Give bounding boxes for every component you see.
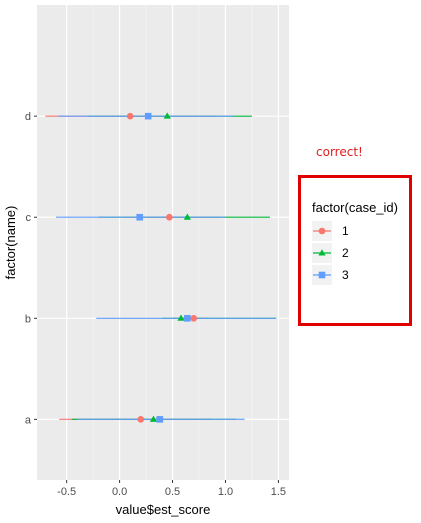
point-circle (190, 314, 198, 322)
x-tick-label: 1.5 (271, 486, 286, 498)
legend-box: factor(case_id) 1 2 3 (298, 175, 412, 326)
y-axis-label: factor(name) (3, 206, 18, 280)
legend-label: 1 (342, 224, 349, 238)
point-square (318, 271, 326, 279)
legend-title: factor(case_id) (312, 200, 398, 215)
point-triangle (163, 112, 171, 119)
point-triangle (318, 249, 326, 256)
point-square (184, 314, 191, 322)
x-tick-label: 0.0 (112, 486, 127, 498)
point-circle (318, 227, 326, 235)
y-axis: a b c d (25, 111, 37, 426)
point-circle (126, 112, 134, 120)
x-axis-label: value$est_score (116, 502, 211, 517)
y-tick-label: d (25, 111, 31, 123)
legend: factor(case_id) 1 2 3 (312, 200, 398, 285)
y-tick-label: a (25, 414, 32, 426)
x-tick-label: 0.5 (165, 486, 180, 498)
point-circle (137, 416, 145, 423)
point-square (156, 416, 164, 423)
legend-label: 2 (342, 246, 349, 260)
x-axis: -0.5 0.0 0.5 1.0 1.5 (57, 480, 286, 498)
point-triangle (177, 314, 185, 321)
y-tick-label: b (25, 313, 31, 325)
point-square (144, 112, 152, 120)
point-circle (166, 213, 173, 221)
points (126, 112, 198, 423)
legend-label: 3 (342, 268, 349, 282)
point-square (136, 213, 144, 221)
y-tick-label: c (26, 212, 32, 224)
x-tick-label: -0.5 (57, 486, 76, 498)
x-tick-label: 1.0 (218, 486, 233, 498)
plot-panel (37, 5, 289, 480)
point-triangle (149, 415, 158, 422)
point-triangle (183, 213, 191, 220)
annotation-text: correct! (316, 145, 363, 159)
